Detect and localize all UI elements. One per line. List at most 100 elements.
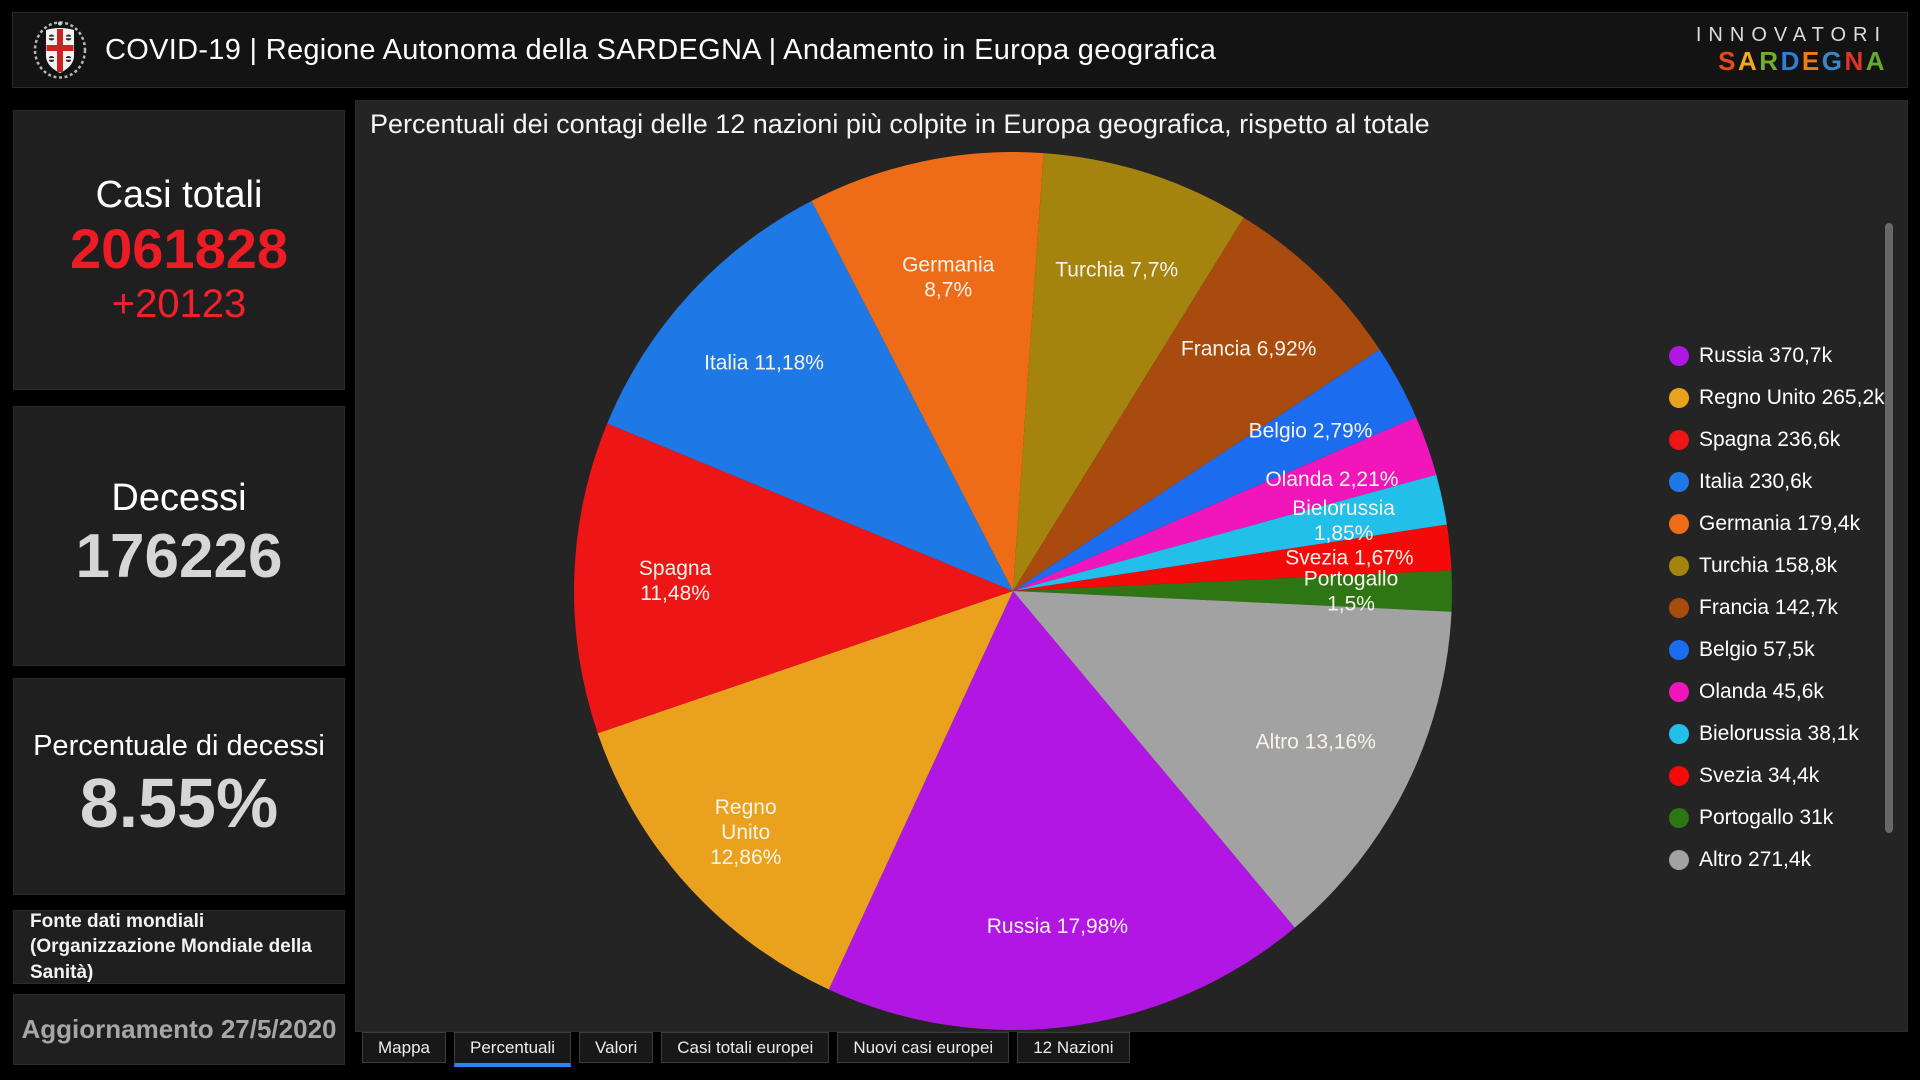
brand-letter: A — [1865, 45, 1887, 76]
pie-slice-portogallo[interactable] — [1013, 570, 1452, 612]
legend-label-turchia: Turchia 158,8k — [1699, 554, 1838, 577]
last-update-panel: Aggiornamento 27/5/2020 — [13, 994, 345, 1065]
pie-slice-spagna[interactable] — [574, 423, 1013, 734]
legend-label-germania: Germania 179,4k — [1699, 512, 1861, 535]
legend-item-olanda[interactable]: Olanda 45,6k — [1669, 671, 1885, 713]
legend-item-altro[interactable]: Altro 271,4k — [1669, 839, 1885, 881]
legend: Russia 370,7k Regno Unito 265,2k Spagna 23… — [1669, 335, 1885, 881]
legend-dot-russia — [1669, 346, 1689, 366]
legend-dot-turchia — [1669, 556, 1689, 576]
legend-item-regno-unito[interactable]: Regno Unito 265,2k — [1669, 377, 1885, 419]
legend-dot-belgio — [1669, 640, 1689, 660]
pie-slice-italia[interactable] — [607, 201, 1013, 591]
tab-12-nazioni[interactable]: 12 Nazioni — [1017, 1032, 1130, 1063]
legend-dot-portogallo — [1669, 808, 1689, 828]
pie-slice-olanda[interactable] — [1013, 417, 1437, 591]
pie-label-bielorussia: Bielorussia 1,85% — [1292, 497, 1395, 545]
legend-dot-altro — [1669, 850, 1689, 870]
brand-letter: S — [1718, 45, 1739, 76]
legend-label-svezia: Svezia 34,4k — [1699, 764, 1820, 787]
pie-label-russia: Russia 17,98% — [987, 915, 1128, 938]
pie-label-svezia: Svezia 1,67% — [1285, 546, 1413, 569]
legend-label-portogallo: Portogallo 31k — [1699, 806, 1834, 829]
tab-bar: Mappa Percentuali Valori Casi totali europe… — [362, 1032, 1130, 1072]
brand-letter: D — [1780, 45, 1802, 76]
pie-slice-regno-unito[interactable] — [597, 591, 1013, 990]
tab-mappa[interactable]: Mappa — [362, 1032, 446, 1063]
chart-title: Percentuali dei contagi delle 12 nazioni… — [370, 109, 1430, 139]
pie-label-portogallo: Portogallo 1,5% — [1304, 568, 1399, 616]
pie-label-italia: Italia 11,18% — [704, 351, 824, 374]
tab-casi-totali-europei[interactable]: Casi totali europei — [661, 1032, 830, 1063]
pie-label-olanda: Olanda 2,21% — [1265, 468, 1398, 491]
pie-slice-belgio[interactable] — [1013, 349, 1417, 592]
pie-label-regno-unito: Regno Unito 12,86% — [710, 796, 781, 869]
deaths-panel: Decessi 176226 — [13, 406, 345, 666]
legend-item-russia[interactable]: Russia 370,7k — [1669, 335, 1885, 377]
total-cases-value: 2061828 — [69, 217, 288, 281]
total-cases-label: Casi totali — [95, 174, 263, 217]
last-update-text: Aggiornamento 27/5/2020 — [21, 1014, 337, 1044]
legend-label-spagna: Spagna 236,6k — [1699, 428, 1841, 451]
legend-item-germania[interactable]: Germania 179,4k — [1669, 503, 1885, 545]
data-source-panel: Fonte dati mondiali (Organizzazione Mond… — [13, 910, 345, 984]
pie-slice-svezia[interactable] — [1013, 524, 1452, 592]
deaths-label: Decessi — [111, 477, 247, 520]
pie-slice-turchia[interactable] — [1013, 153, 1244, 591]
death-rate-label: Percentuale di decessi — [33, 729, 325, 762]
pie-label-spagna: Spagna 11,48% — [639, 557, 712, 605]
legend-dot-germania — [1669, 514, 1689, 534]
legend-dot-bielorussia — [1669, 724, 1689, 744]
pie-chart: Turchia 7,7% Francia 6,92% Belgio 2,79% Ola… — [574, 152, 1452, 1031]
legend-item-italia[interactable]: Italia 230,6k — [1669, 461, 1885, 503]
legend-dot-svezia — [1669, 766, 1689, 786]
pie-slice-russia[interactable] — [828, 591, 1295, 1031]
tab-nuovi-casi-europei[interactable]: Nuovi casi europei — [837, 1032, 1010, 1063]
legend-item-portogallo[interactable]: Portogallo 31k — [1669, 797, 1885, 839]
brand-letter: E — [1801, 45, 1822, 76]
pie-label-altro: Altro 13,16% — [1256, 730, 1376, 753]
legend-item-francia[interactable]: Francia 142,7k — [1669, 587, 1885, 629]
legend-label-olanda: Olanda 45,6k — [1699, 680, 1824, 703]
legend-scrollbar-thumb[interactable] — [1885, 223, 1893, 833]
pie-label-germania: Germania 8,7% — [902, 254, 995, 302]
death-rate-value: 8.55% — [79, 763, 279, 842]
pie-slice-bielorussia[interactable] — [1013, 474, 1447, 591]
brand-line-sardegna: SARDEGNA — [1696, 45, 1887, 77]
legend-item-turchia[interactable]: Turchia 158,8k — [1669, 545, 1885, 587]
sardegna-coat-of-arms-logo — [33, 21, 87, 79]
app-title: COVID-19 | Regione Autonoma della SARDEG… — [105, 33, 1217, 66]
legend-dot-italia — [1669, 472, 1689, 492]
pie-slice-francia[interactable] — [1013, 217, 1380, 591]
brand-letter: N — [1844, 45, 1866, 76]
legend-dot-olanda — [1669, 682, 1689, 702]
pie-label-turchia: Turchia 7,7% — [1055, 258, 1178, 281]
tab-percentuali[interactable]: Percentuali — [453, 1032, 572, 1067]
legend-dot-spagna — [1669, 430, 1689, 450]
innovatori-sardegna-logo: INNOVATORI SARDEGNA — [1696, 24, 1887, 77]
legend-item-bielorussia[interactable]: Bielorussia 38,1k — [1669, 713, 1885, 755]
legend-dot-francia — [1669, 598, 1689, 618]
legend-item-belgio[interactable]: Belgio 57,5k — [1669, 629, 1885, 671]
legend-label-bielorussia: Bielorussia 38,1k — [1699, 722, 1859, 745]
legend-label-belgio: Belgio 57,5k — [1699, 638, 1815, 661]
total-cases-panel: Casi totali 2061828 +20123 — [13, 110, 345, 390]
brand-letter: G — [1821, 45, 1845, 76]
pie-slice-germania[interactable] — [811, 152, 1044, 591]
legend-label-altro: Altro 271,4k — [1699, 848, 1812, 871]
legend-dot-regno-unito — [1669, 388, 1689, 408]
chart-panel: Turchia 7,7% Francia 6,92% Belgio 2,79% Ola… — [355, 100, 1908, 1032]
deaths-value: 176226 — [75, 522, 283, 592]
brand-letter: R — [1759, 45, 1781, 76]
death-rate-panel: Percentuale di decessi 8.55% — [13, 678, 345, 895]
legend-label-russia: Russia 370,7k — [1699, 344, 1833, 367]
legend-label-francia: Francia 142,7k — [1699, 596, 1838, 619]
brand-letter: A — [1738, 45, 1760, 76]
pie-slice-altro[interactable] — [1013, 591, 1452, 928]
tab-valori[interactable]: Valori — [579, 1032, 654, 1063]
legend-item-svezia[interactable]: Svezia 34,4k — [1669, 755, 1885, 797]
legend-item-spagna[interactable]: Spagna 236,6k — [1669, 419, 1885, 461]
legend-label-regno-unito: Regno Unito 265,2k — [1699, 386, 1885, 409]
pie-label-belgio: Belgio 2,79% — [1249, 420, 1373, 443]
pie-label-francia: Francia 6,92% — [1181, 338, 1316, 361]
